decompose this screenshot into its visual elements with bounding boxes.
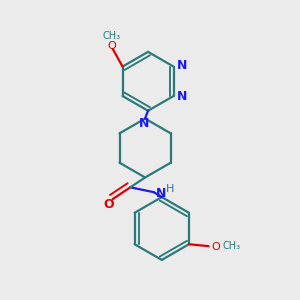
Text: O: O	[107, 41, 116, 51]
Text: H: H	[166, 184, 174, 194]
Text: O: O	[212, 242, 220, 252]
Text: CH₃: CH₃	[222, 241, 241, 251]
Text: CH₃: CH₃	[103, 31, 121, 41]
Text: O: O	[103, 199, 114, 212]
Text: N: N	[176, 59, 187, 72]
Text: N: N	[156, 187, 166, 200]
Text: N: N	[139, 117, 149, 130]
Text: N: N	[176, 91, 187, 103]
